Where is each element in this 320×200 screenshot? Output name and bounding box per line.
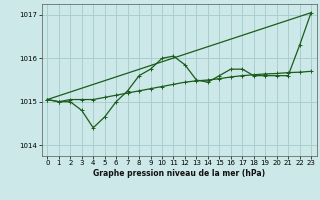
X-axis label: Graphe pression niveau de la mer (hPa): Graphe pression niveau de la mer (hPa) <box>93 169 265 178</box>
